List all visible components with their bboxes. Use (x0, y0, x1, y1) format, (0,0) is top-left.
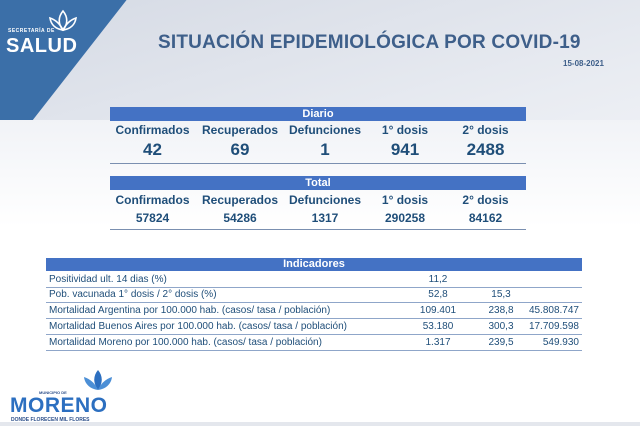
total-divider (110, 229, 526, 230)
indicador-divider (46, 318, 582, 319)
salud-logo: SECRETARÍA DE SALUD (4, 8, 84, 58)
municipio-label: MUNICIPIO DE (39, 390, 67, 395)
total-label-recuperados: Recuperados (201, 193, 279, 207)
indicador-label: Mortalidad Argentina por 100.000 hab. (c… (49, 305, 331, 316)
salud-lotus-icon (49, 9, 77, 32)
diario-value-dosis2: 2488 (466, 140, 505, 159)
total-label-defunciones: Defunciones (288, 193, 361, 207)
diario-label-confirmados: Confirmados (115, 123, 190, 137)
diario-header: Diario (110, 107, 526, 121)
indicador-divider (46, 302, 582, 303)
indicador-value-1: 1.317 (425, 337, 451, 348)
diario-value-confirmados: 42 (143, 140, 162, 159)
indicador-divider (46, 287, 582, 288)
total-value-recuperados: 54286 (223, 211, 257, 225)
municipio-name: MORENO (10, 394, 108, 417)
total-value-defunciones: 1317 (311, 211, 339, 225)
indicador-value-3: 17.709.598 (528, 321, 579, 332)
moreno-logo: MUNICIPIO DE MORENO DONDE FLORECEN MIL F… (6, 368, 116, 424)
diario-label-dosis2: 2° dosis (462, 123, 509, 137)
footer-bar (0, 422, 640, 426)
indicador-label: Mortalidad Buenos Aires por 100.000 hab.… (49, 321, 347, 332)
total-labels-row: Confirmados Recuperados Defunciones 1° d… (110, 193, 526, 207)
indicador-label: Mortalidad Moreno por 100.000 hab. (caso… (49, 337, 322, 348)
diario-value-dosis1: 941 (390, 140, 420, 159)
total-value-confirmados: 57824 (135, 211, 170, 225)
diario-label-recuperados: Recuperados (201, 123, 279, 137)
page-title: SITUACIÓN EPIDEMIOLÓGICA POR COVID-19 (158, 32, 581, 53)
indicador-value-2: 239,5 (488, 337, 514, 348)
diario-label-dosis1: 1° dosis (381, 123, 429, 137)
indicador-value-1: 11,2 (428, 274, 448, 285)
page-background (0, 120, 640, 426)
diario-value-recuperados: 69 (230, 140, 250, 159)
indicador-value-2: 15,3 (491, 289, 511, 300)
indicador-row: Mortalidad Argentina por 100.000 hab. (c… (49, 304, 582, 319)
indicador-label: Pob. vacunada 1° dosis / 2° dosis (%) (49, 289, 217, 300)
municipio-tagline: DONDE FLORECEN MIL FLORES (11, 417, 90, 423)
header-background (0, 0, 640, 120)
indicador-divider (46, 350, 582, 351)
indicadores-header: Indicadores (46, 258, 582, 271)
indicador-row: Positividad ult. 14 dias (%) 11,2 (49, 273, 582, 288)
total-label-confirmados: Confirmados (115, 193, 190, 207)
diario-labels-row: Confirmados Recuperados Defunciones 1° d… (110, 123, 526, 137)
total-values-row: 57824 54286 1317 290258 84162 (110, 211, 526, 225)
total-header: Total (110, 176, 526, 190)
indicador-value-2: 300,3 (488, 321, 514, 332)
indicador-row: Mortalidad Buenos Aires por 100.000 hab.… (49, 320, 582, 335)
total-value-dosis1: 290258 (384, 211, 426, 225)
brand-small: SECRETARÍA DE (8, 28, 55, 34)
diario-divider (110, 163, 526, 164)
indicador-value-1: 52,8 (428, 289, 448, 300)
total-label-dosis1: 1° dosis (381, 193, 429, 207)
diario-values-row: 42 69 1 941 2488 (110, 140, 526, 160)
indicador-label: Positividad ult. 14 dias (%) (49, 274, 167, 285)
indicador-value-3: 45.808.747 (528, 305, 579, 316)
total-value-dosis2: 84162 (468, 211, 503, 225)
indicador-divider (46, 334, 582, 335)
diario-value-defunciones: 1 (320, 140, 330, 159)
header-light-band (0, 0, 640, 120)
indicador-value-1: 109.401 (419, 305, 457, 316)
indicador-row: Pob. vacunada 1° dosis / 2° dosis (%) 52… (49, 288, 582, 303)
report-date: 15-08-2021 (563, 59, 604, 68)
diario-label-defunciones: Defunciones (288, 123, 361, 137)
indicador-value-3: 549.930 (542, 337, 579, 348)
total-label-dosis2: 2° dosis (462, 193, 509, 207)
indicador-value-2: 238,8 (488, 305, 514, 316)
indicador-row: Mortalidad Moreno por 100.000 hab. (caso… (49, 336, 582, 351)
brand-name: SALUD (6, 35, 78, 57)
moreno-flower-icon (84, 370, 112, 390)
indicador-value-1: 53.180 (422, 321, 454, 332)
